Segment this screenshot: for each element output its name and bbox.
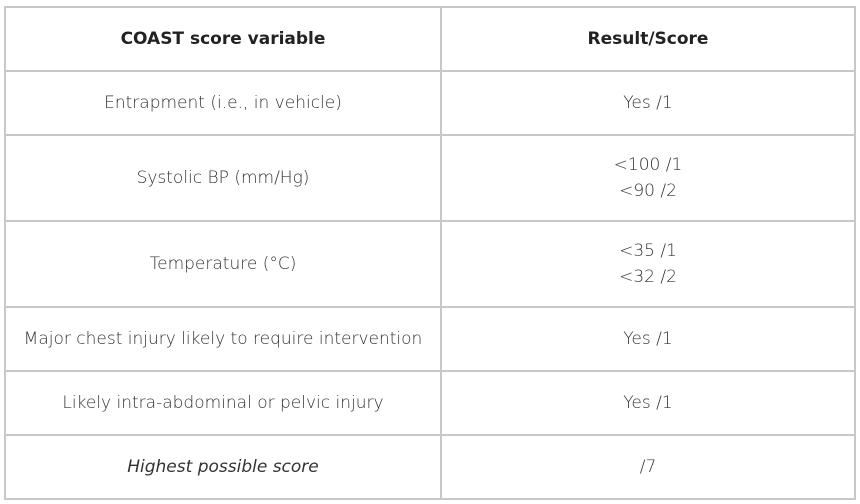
variable-cell: Entrapment (i.e., in vehicle) bbox=[4, 70, 442, 136]
result-line: <35 /1 bbox=[619, 241, 677, 261]
result-line: <100 /1 bbox=[613, 155, 683, 175]
variable-cell: Likely intra-abdominal or pelvic injury bbox=[4, 370, 442, 436]
table-row: Entrapment (i.e., in vehicle) Yes /1 bbox=[4, 70, 856, 136]
total-row: Highest possible score /7 bbox=[4, 434, 856, 500]
header-variable: COAST score variable bbox=[4, 6, 442, 72]
coast-score-table: COAST score variable Result/Score Entrap… bbox=[4, 6, 856, 500]
total-label: Highest possible score bbox=[4, 434, 442, 500]
result-line: <90 /2 bbox=[619, 181, 677, 201]
header-result: Result/Score bbox=[440, 6, 856, 72]
table-row: Major chest injury likely to require int… bbox=[4, 306, 856, 372]
result-line: Yes /1 bbox=[623, 329, 673, 349]
result-cell: <35 /1 <32 /2 bbox=[440, 220, 856, 308]
total-value: /7 bbox=[440, 434, 856, 500]
result-cell: Yes /1 bbox=[440, 306, 856, 372]
table-row: Temperature (°C) <35 /1 <32 /2 bbox=[4, 220, 856, 308]
header-row: COAST score variable Result/Score bbox=[4, 6, 856, 72]
variable-cell: Temperature (°C) bbox=[4, 220, 442, 308]
result-cell: Yes /1 bbox=[440, 370, 856, 436]
result-line: Yes /1 bbox=[623, 393, 673, 413]
table-row: Systolic BP (mm/Hg) <100 /1 <90 /2 bbox=[4, 134, 856, 222]
variable-cell: Systolic BP (mm/Hg) bbox=[4, 134, 442, 222]
variable-cell: Major chest injury likely to require int… bbox=[4, 306, 442, 372]
table-row: Likely intra-abdominal or pelvic injury … bbox=[4, 370, 856, 436]
result-line: <32 /2 bbox=[619, 267, 677, 287]
result-line: Yes /1 bbox=[623, 93, 673, 113]
result-cell: Yes /1 bbox=[440, 70, 856, 136]
result-cell: <100 /1 <90 /2 bbox=[440, 134, 856, 222]
